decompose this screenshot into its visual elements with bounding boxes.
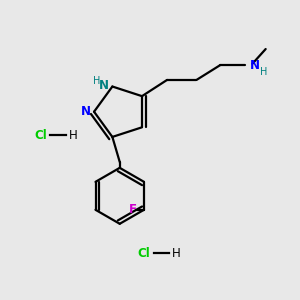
Text: Cl: Cl: [138, 247, 151, 260]
Text: N: N: [99, 79, 109, 92]
Text: N: N: [81, 105, 91, 118]
Text: H: H: [260, 67, 267, 77]
Text: F: F: [129, 203, 137, 216]
Text: N: N: [250, 59, 260, 72]
Text: H: H: [68, 129, 77, 142]
Text: Cl: Cl: [35, 129, 47, 142]
Text: H: H: [172, 247, 180, 260]
Text: H: H: [93, 76, 101, 85]
